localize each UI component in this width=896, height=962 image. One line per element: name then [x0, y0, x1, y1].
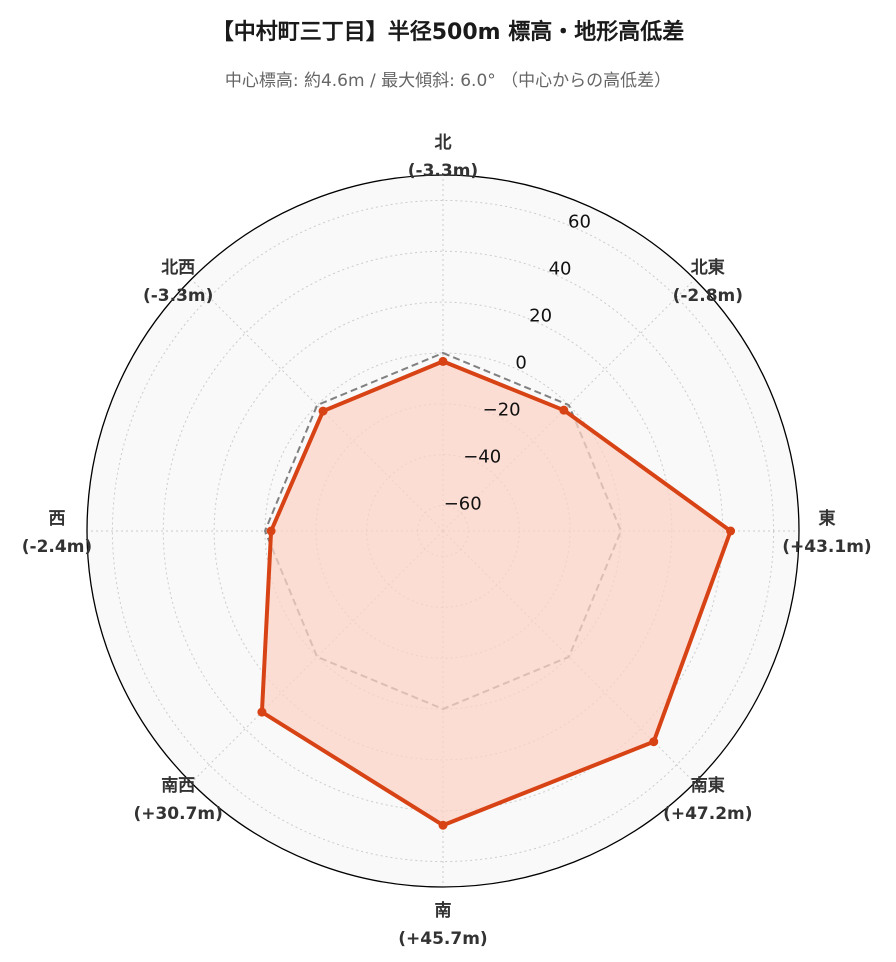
data-point-6	[266, 526, 276, 536]
direction-value-2: (+43.1m)	[782, 537, 871, 557]
radial-tick-2: −20	[483, 400, 521, 421]
category-labels: 北 (-3.3m) 北東 (-2.8m) 東 (+43.1m) 南東 (+47.2m) 南 (+4…	[22, 133, 872, 949]
data-point-7	[318, 406, 328, 416]
data-point-3	[649, 737, 659, 747]
grid-spoke-5	[190, 530, 444, 784]
chart-title: 【中村町三丁目】半径500m 標高・地形高低差	[211, 20, 685, 45]
direction-value-7: (-3.3m)	[143, 286, 213, 306]
outer-frame	[86, 174, 800, 888]
direction-label-4: 南	[435, 900, 452, 921]
direction-value-1: (-2.8m)	[673, 286, 743, 306]
direction-value-4: (+45.7m)	[398, 929, 487, 949]
chart-subtitle: 中心標高: 約4.6m / 最大傾斜: 6.0° （中心からの高低差）	[224, 71, 672, 91]
direction-label-6: 西	[49, 509, 66, 529]
radial-tick-4: 20	[529, 306, 552, 327]
series-layer	[257, 351, 736, 830]
direction-value-6: (-2.4m)	[22, 537, 92, 557]
radial-tick-labels: −60 −40 −20 0 20 40 60	[444, 212, 591, 515]
direction-value-3: (+47.2m)	[663, 804, 752, 824]
direction-label-3: 南東	[691, 775, 725, 796]
radial-tick-6: 60	[568, 212, 591, 233]
data-point-0	[438, 356, 448, 366]
data-point-2	[726, 526, 736, 536]
elevation-area	[261, 361, 731, 826]
grid-spoke-7	[190, 278, 444, 532]
data-point-1	[559, 405, 569, 415]
direction-value-0: (-3.3m)	[408, 161, 478, 181]
radial-tick-0: −60	[444, 494, 482, 515]
grid-spoke-1	[442, 278, 696, 532]
direction-label-5: 南西	[161, 775, 195, 796]
data-point-4	[438, 820, 448, 830]
radial-tick-3: 0	[515, 353, 526, 374]
radial-tick-1: −40	[463, 447, 501, 468]
data-point-5	[257, 707, 267, 717]
direction-value-5: (+30.7m)	[133, 804, 222, 824]
direction-label-2: 東	[819, 508, 836, 529]
direction-label-0: 北	[435, 133, 452, 153]
radial-tick-5: 40	[549, 259, 572, 280]
direction-label-7: 北西	[161, 258, 195, 278]
direction-label-1: 北東	[691, 257, 725, 278]
